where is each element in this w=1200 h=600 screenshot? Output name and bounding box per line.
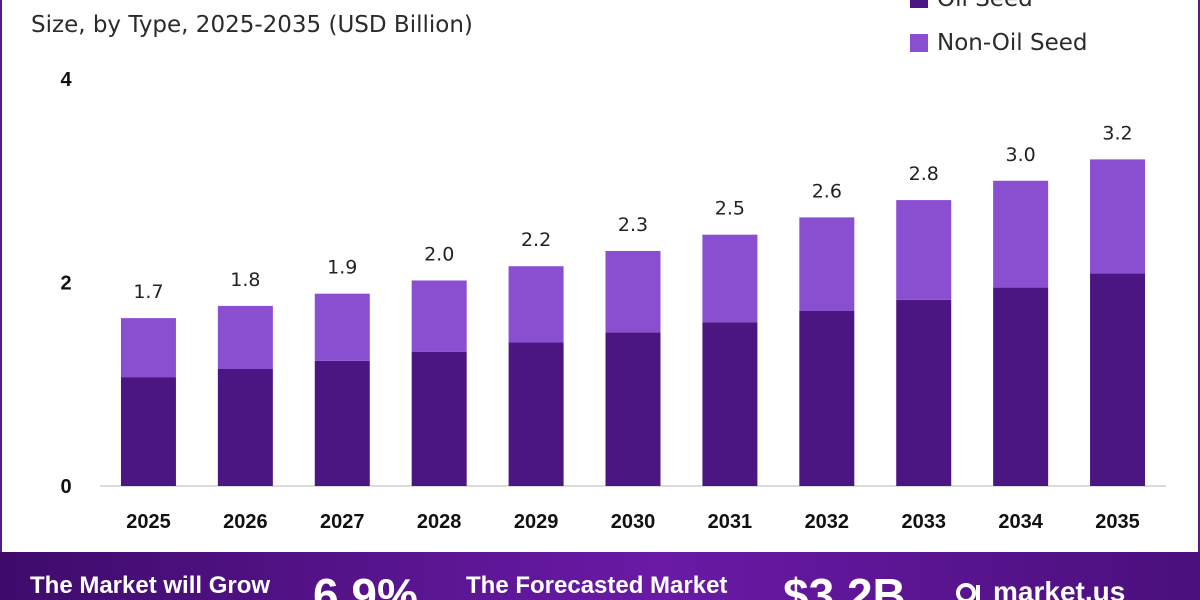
bar-non-oil-seed	[605, 250, 661, 333]
x-tick-label: 2030	[611, 511, 656, 533]
legend-item-oil-seed: Oil Seed	[910, 0, 1033, 12]
bar-non-oil-seed	[508, 266, 564, 343]
bar-oil-seed	[217, 368, 273, 486]
bar-total-label: 2.8	[909, 163, 939, 185]
footer-brand-name: market.us	[993, 576, 1126, 600]
frame-left-border	[0, 0, 2, 552]
bar-total-label: 3.0	[1006, 144, 1036, 166]
legend-swatch-oil-seed	[910, 0, 928, 8]
bar-oil-seed	[508, 342, 564, 486]
bar-total-label: 2.2	[521, 229, 551, 251]
bar-oil-seed	[993, 287, 1049, 486]
bar-oil-seed	[411, 351, 467, 486]
bar-non-oil-seed	[411, 280, 467, 352]
bar-total-label: 1.7	[133, 281, 163, 303]
bar-oil-seed	[605, 332, 661, 486]
y-tick-label: 0	[60, 476, 71, 498]
x-tick-label: 2026	[223, 511, 268, 533]
footer-cagr-value: 6.9%	[313, 569, 418, 600]
legend-swatch-non-oil-seed	[910, 34, 928, 52]
stacked-bar-chart: 0 2 4 1.7 2025 1.8 2026 1.9 2027 2.0 2028 2.2 2029 2.…	[60, 69, 1166, 533]
footer-banner: The Market will Grow 6.9% The Forecasted…	[0, 552, 1200, 600]
bar-total-label: 2.3	[618, 214, 648, 236]
y-tick-label: 2	[60, 273, 71, 295]
bar-non-oil-seed	[896, 200, 952, 300]
frame-right-border	[1198, 0, 1200, 552]
x-tick-label: 2029	[514, 511, 559, 533]
y-tick-label: 4	[60, 69, 72, 91]
footer-grow-text: The Market will Grow	[30, 572, 271, 599]
x-tick-label: 2027	[320, 511, 365, 533]
bar-non-oil-seed	[702, 234, 758, 323]
x-tick-label: 2035	[1095, 511, 1140, 533]
x-tick-label: 2032	[805, 511, 850, 533]
chart-subtitle: Size, by Type, 2025-2035 (USD Billion)	[31, 12, 473, 38]
legend-label-non-oil-seed: Non-Oil Seed	[937, 30, 1088, 56]
x-tick-label: 2028	[417, 511, 462, 533]
bar-total-label: 1.9	[327, 257, 357, 279]
legend-label-oil-seed: Oil Seed	[937, 0, 1033, 12]
bar-oil-seed	[896, 299, 952, 486]
bar-total-label: 1.8	[230, 269, 260, 291]
legend-item-non-oil-seed: Non-Oil Seed	[910, 30, 1088, 56]
x-tick-label: 2025	[126, 511, 171, 533]
bar-oil-seed	[1090, 273, 1146, 486]
x-tick-label: 2033	[901, 511, 946, 533]
bar-total-label: 2.6	[812, 180, 842, 202]
footer-market-value: $3.2B	[783, 569, 906, 600]
bar-oil-seed	[120, 377, 176, 486]
bar-non-oil-seed	[799, 217, 855, 311]
bar-non-oil-seed	[993, 180, 1049, 288]
bar-non-oil-seed	[217, 305, 273, 369]
x-tick-label: 2034	[998, 511, 1043, 533]
bar-total-label: 2.0	[424, 243, 454, 265]
footer-forecast-text: The Forecasted Market	[466, 572, 728, 599]
bar-oil-seed	[702, 322, 758, 486]
bar-non-oil-seed	[120, 318, 176, 378]
bar-total-label: 2.5	[715, 198, 745, 220]
bar-total-label: 3.2	[1102, 122, 1132, 144]
bar-oil-seed	[799, 310, 855, 486]
brand-logo-icon	[956, 583, 980, 600]
x-tick-label: 2031	[708, 511, 753, 533]
bar-non-oil-seed	[314, 293, 370, 361]
bar-oil-seed	[314, 360, 370, 486]
bar-non-oil-seed	[1090, 159, 1146, 274]
